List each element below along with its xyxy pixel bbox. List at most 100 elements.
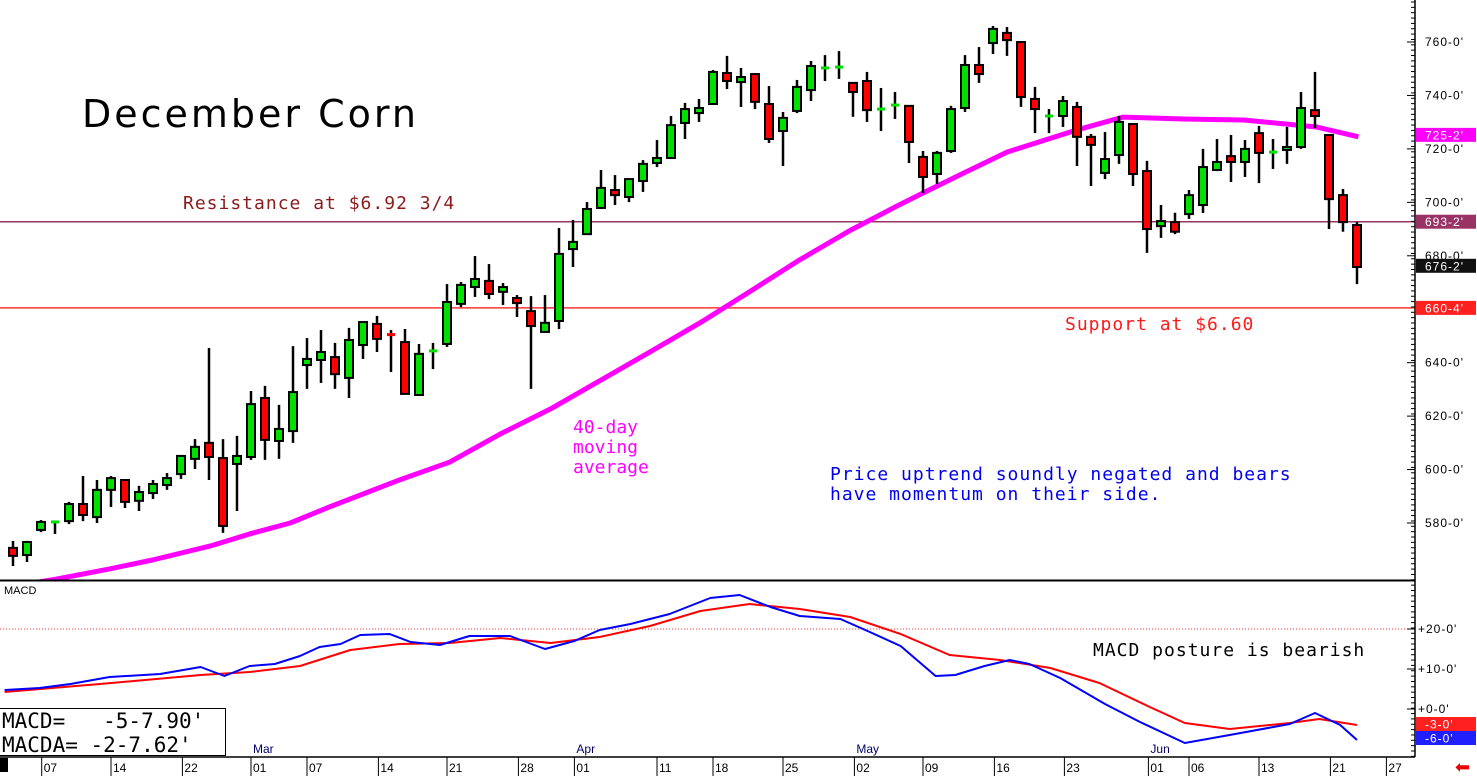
candle (610, 175, 620, 206)
ma-label-line: 40-day (573, 417, 639, 438)
y-tick-label: 640-0' (1425, 356, 1464, 370)
scroll-handle (0, 758, 8, 772)
x-tick-label: 21 (449, 761, 463, 775)
scroll-left-arrow-icon[interactable]: ⬅ (1455, 757, 1471, 777)
candle-body (540, 321, 550, 333)
candle-body (568, 240, 578, 251)
candle-body (526, 310, 536, 328)
y-tick-label: 620-0' (1425, 409, 1464, 423)
candle (1352, 222, 1362, 285)
x-tick-label: 18 (715, 761, 729, 775)
candle (387, 330, 395, 373)
candle-body (36, 520, 46, 531)
y-tick-label: 740-0' (1425, 88, 1464, 102)
candle (1338, 188, 1348, 232)
candle (750, 73, 760, 110)
candle-body (694, 107, 704, 115)
x-tick-label: 14 (380, 761, 394, 775)
x-tick-label: 01 (1150, 761, 1164, 775)
candle-body (92, 488, 102, 519)
candle (806, 60, 816, 102)
candle-doji (877, 107, 885, 111)
candle (680, 102, 690, 140)
candle-body (260, 396, 270, 441)
candle (288, 346, 298, 443)
candle-body (596, 186, 606, 209)
candle (1016, 41, 1026, 107)
candle-body (316, 350, 326, 361)
candle-body (176, 454, 186, 476)
x-tick-label: 16 (996, 761, 1010, 775)
macda-line (4, 603, 1358, 730)
candle-body (190, 445, 200, 460)
candle-doji (821, 66, 829, 70)
x-tick-label: 11 (659, 761, 672, 775)
candle-doji (51, 520, 59, 524)
candle-body (78, 503, 88, 516)
macda-readout: MACDA= -2-7.62' (2, 733, 192, 757)
macd-value-tag (1416, 717, 1476, 731)
candle-body (344, 338, 354, 379)
candle-body (134, 491, 144, 502)
x-tick-label: 13 (1261, 761, 1275, 775)
candle (456, 281, 466, 308)
ma-label-line: moving (573, 437, 639, 458)
ma-label-line: average (573, 457, 649, 478)
candle-body (358, 321, 368, 347)
candle (638, 160, 648, 192)
x-month-label: Apr (576, 742, 595, 756)
candle (232, 435, 242, 511)
x-tick-label: 21 (1332, 761, 1346, 775)
candle-body (862, 80, 872, 112)
candle-body (442, 301, 452, 345)
price-tag-label: 660-4' (1425, 301, 1464, 315)
candle-body (708, 70, 718, 105)
x-tick-label: 02 (856, 761, 870, 775)
candle (596, 169, 606, 210)
price-tag-label: 725-2' (1425, 128, 1464, 142)
candle-body (610, 189, 620, 197)
support-label: Support at $6.60 (1065, 314, 1255, 335)
candle (260, 385, 270, 460)
candle-body (372, 322, 382, 340)
candle-doji (835, 65, 843, 69)
candle-body (554, 252, 564, 322)
candle (526, 296, 536, 389)
candle (1212, 139, 1222, 172)
candle-body (1226, 155, 1236, 163)
macd-readout-box: MACD= -5-7.90' MACDA= -2-7.62' (0, 708, 226, 757)
candle-body (652, 156, 662, 165)
candle (470, 256, 480, 297)
candle-body (162, 477, 172, 487)
x-tick-label: 01 (253, 761, 267, 775)
candle-body (1296, 107, 1306, 149)
candle (190, 439, 200, 470)
candle (1156, 205, 1166, 238)
chart-title: December Corn (82, 92, 419, 136)
candle (1170, 212, 1180, 235)
candle (8, 540, 18, 567)
candle-body (414, 352, 424, 397)
candle (1226, 134, 1236, 183)
candle-body (904, 104, 914, 143)
candle-body (680, 108, 690, 124)
candle-body (1030, 97, 1040, 111)
candle (92, 479, 102, 523)
candle-body (456, 283, 466, 305)
candle-doji (1269, 150, 1277, 154)
candle (862, 71, 872, 122)
candle (694, 98, 704, 122)
candle-body (848, 81, 858, 93)
candle (106, 475, 116, 507)
candle-body (498, 286, 508, 293)
candle (778, 112, 788, 166)
candle (120, 478, 130, 509)
candle (36, 520, 46, 533)
candle-body (1184, 194, 1194, 216)
candle (1310, 71, 1320, 129)
candle-body (960, 63, 970, 110)
candle (568, 219, 578, 268)
candle (708, 70, 718, 105)
candle-body (1254, 132, 1264, 154)
price-tag (1416, 214, 1476, 229)
